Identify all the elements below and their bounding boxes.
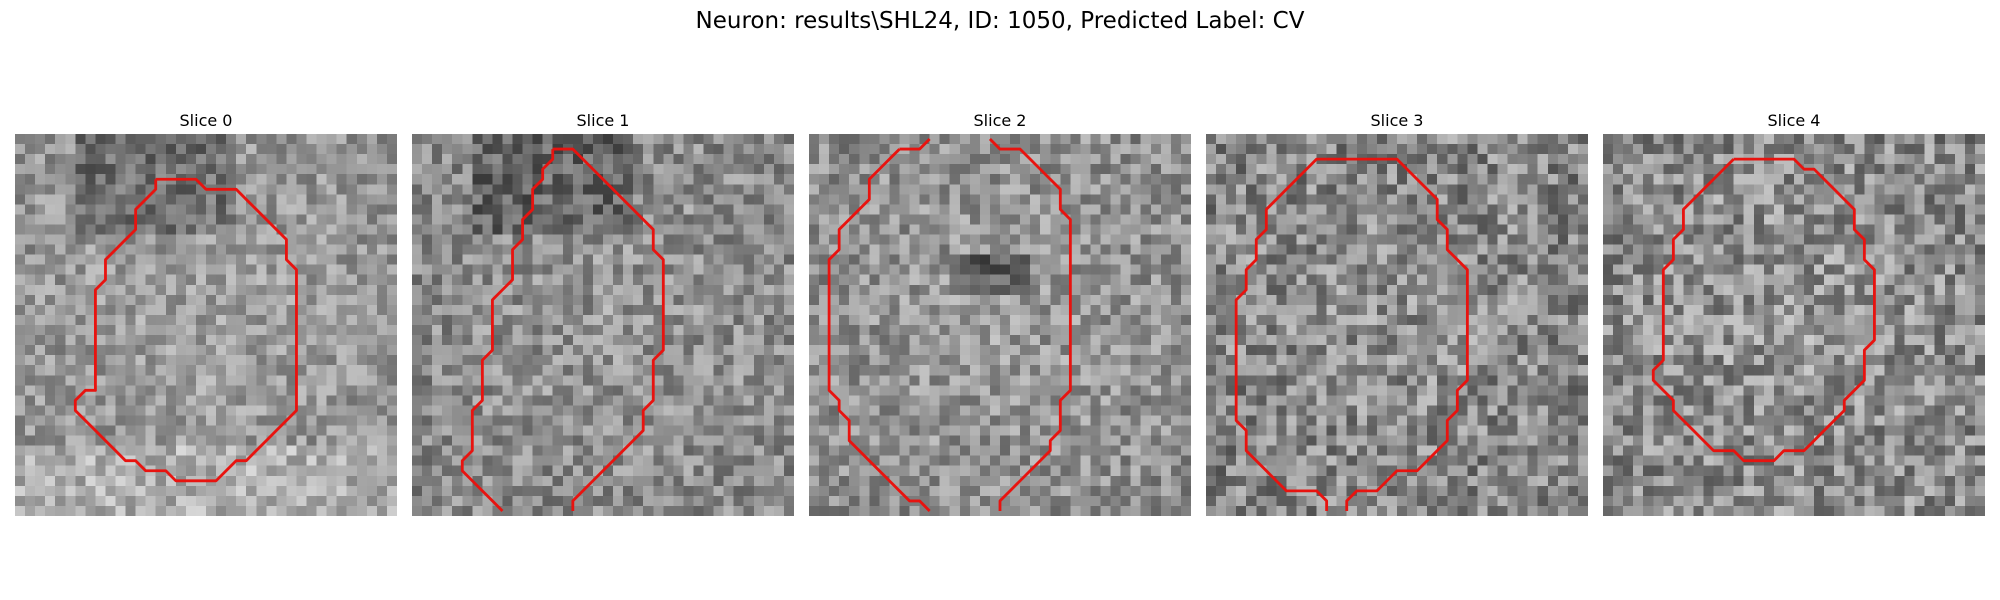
slice-image [1206, 134, 1588, 516]
segmentation-contour [1651, 157, 1876, 463]
slice-image [1603, 134, 1985, 516]
slice-panel-2: Slice 2 [809, 108, 1191, 516]
segmentation-contour [988, 138, 1072, 511]
segmentation-contour [1234, 157, 1329, 511]
segmentation-contour [827, 148, 931, 512]
segmentation-contour [73, 177, 298, 483]
slice-panel-3: Slice 3 [1206, 108, 1588, 516]
segmentation-contour [1326, 157, 1469, 511]
slice-title: Slice 4 [1767, 111, 1821, 130]
segmentation-contour [552, 147, 665, 511]
slice-title: Slice 2 [973, 111, 1027, 130]
slice-title: Slice 0 [179, 111, 233, 130]
slice-image [15, 134, 397, 516]
slice-panel-4: Slice 4 [1603, 108, 1985, 516]
figure-title: Neuron: results\SHL24, ID: 1050, Predict… [695, 8, 1305, 34]
slice-image [809, 134, 1191, 516]
slice-title: Slice 3 [1370, 111, 1424, 130]
segmentation-contour [460, 149, 555, 512]
slice-image [412, 134, 794, 516]
segmentation-contour [899, 138, 931, 151]
slice-title: Slice 1 [576, 111, 630, 130]
slice-panel-0: Slice 0 [15, 108, 397, 516]
slice-panel-1: Slice 1 [412, 108, 794, 516]
